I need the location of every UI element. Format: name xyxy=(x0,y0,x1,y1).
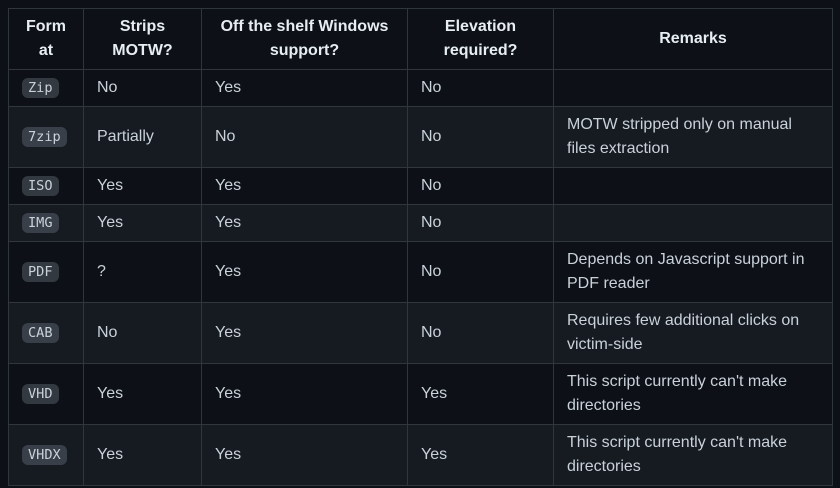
table-row: ISO Yes Yes No xyxy=(8,167,833,205)
table-row: PDF? Yes No Depends on Javascript support i… xyxy=(8,241,833,303)
table-row: IMG Yes Yes No xyxy=(8,204,833,242)
table-row: VHD Yes Yes Yes This script currently can't … xyxy=(8,363,833,425)
cell-remarks: This script currently can't make directo… xyxy=(553,363,833,425)
format-code-badge: ISO xyxy=(22,176,59,196)
column-header-windows-support: Off the shelf Windows support? xyxy=(201,8,408,70)
cell-elevation-required: No xyxy=(407,241,554,303)
cell-remarks: Depends on Javascript support in PDF rea… xyxy=(553,241,833,303)
column-header-strips-motw: Strips MOTW? xyxy=(83,8,202,70)
table-row: CAB No Yes No Requires few additional clicks… xyxy=(8,302,833,364)
cell-windows-support: Yes xyxy=(201,424,408,486)
cell-elevation-required: No xyxy=(407,69,554,107)
cell-remarks xyxy=(553,204,833,242)
format-code-badge: 7zip xyxy=(22,127,67,147)
cell-strips-motw: Yes xyxy=(83,204,202,242)
format-code-badge: IMG xyxy=(22,213,59,233)
cell-strips-motw: Yes xyxy=(83,424,202,486)
cell-windows-support: No xyxy=(201,106,408,168)
table-body: Zip No Yes No 7zip Partially No No MOTW stripped… xyxy=(8,69,833,486)
column-header-remarks: Remarks xyxy=(553,8,833,70)
table-row: VHDX Yes Yes Yes This script currently can't… xyxy=(8,424,833,486)
cell-remarks: MOTW stripped only on manual files extra… xyxy=(553,106,833,168)
cell-strips-motw: Yes xyxy=(83,363,202,425)
cell-elevation-required: No xyxy=(407,204,554,242)
cell-format: IMG xyxy=(8,204,84,242)
cell-remarks xyxy=(553,69,833,107)
cell-windows-support: Yes xyxy=(201,69,408,107)
cell-elevation-required: Yes xyxy=(407,424,554,486)
cell-format: ISO xyxy=(8,167,84,205)
cell-windows-support: Yes xyxy=(201,241,408,303)
cell-windows-support: Yes xyxy=(201,302,408,364)
cell-strips-motw: Partially xyxy=(83,106,202,168)
cell-elevation-required: No xyxy=(407,106,554,168)
cell-windows-support: Yes xyxy=(201,363,408,425)
format-code-badge: CAB xyxy=(22,323,59,343)
cell-format: VHD xyxy=(8,363,84,425)
cell-strips-motw: ? xyxy=(83,241,202,303)
cell-strips-motw: Yes xyxy=(83,167,202,205)
format-code-badge: VHDX xyxy=(22,445,67,465)
table-header: Format Strips MOTW? Off the shelf Window… xyxy=(8,8,833,70)
cell-remarks: This script currently can't make directo… xyxy=(553,424,833,486)
cell-remarks xyxy=(553,167,833,205)
cell-format: Zip xyxy=(8,69,84,107)
header-row: Format Strips MOTW? Off the shelf Window… xyxy=(8,8,833,70)
cell-format: PDF xyxy=(8,241,84,303)
cell-windows-support: Yes xyxy=(201,204,408,242)
cell-format: VHDX xyxy=(8,424,84,486)
format-code-badge: VHD xyxy=(22,384,59,404)
cell-remarks: Requires few additional clicks on victim… xyxy=(553,302,833,364)
motw-formats-table: Format Strips MOTW? Off the shelf Window… xyxy=(8,8,833,486)
cell-format: 7zip xyxy=(8,106,84,168)
column-header-format: Format xyxy=(8,8,84,70)
cell-format: CAB xyxy=(8,302,84,364)
cell-elevation-required: No xyxy=(407,302,554,364)
table-row: 7zip Partially No No MOTW stripped only on m… xyxy=(8,106,833,168)
table-row: Zip No Yes No xyxy=(8,69,833,107)
cell-elevation-required: No xyxy=(407,167,554,205)
column-header-elevation-required: Elevation required? xyxy=(407,8,554,70)
format-code-badge: Zip xyxy=(22,78,59,98)
cell-strips-motw: No xyxy=(83,302,202,364)
cell-elevation-required: Yes xyxy=(407,363,554,425)
cell-windows-support: Yes xyxy=(201,167,408,205)
format-code-badge: PDF xyxy=(22,262,59,282)
cell-strips-motw: No xyxy=(83,69,202,107)
